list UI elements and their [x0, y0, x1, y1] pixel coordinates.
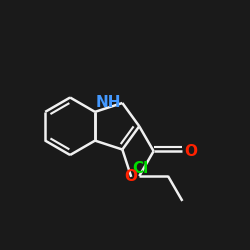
Text: NH: NH — [96, 96, 121, 110]
Text: Cl: Cl — [132, 160, 149, 176]
Text: O: O — [124, 168, 137, 184]
Text: O: O — [184, 144, 197, 159]
